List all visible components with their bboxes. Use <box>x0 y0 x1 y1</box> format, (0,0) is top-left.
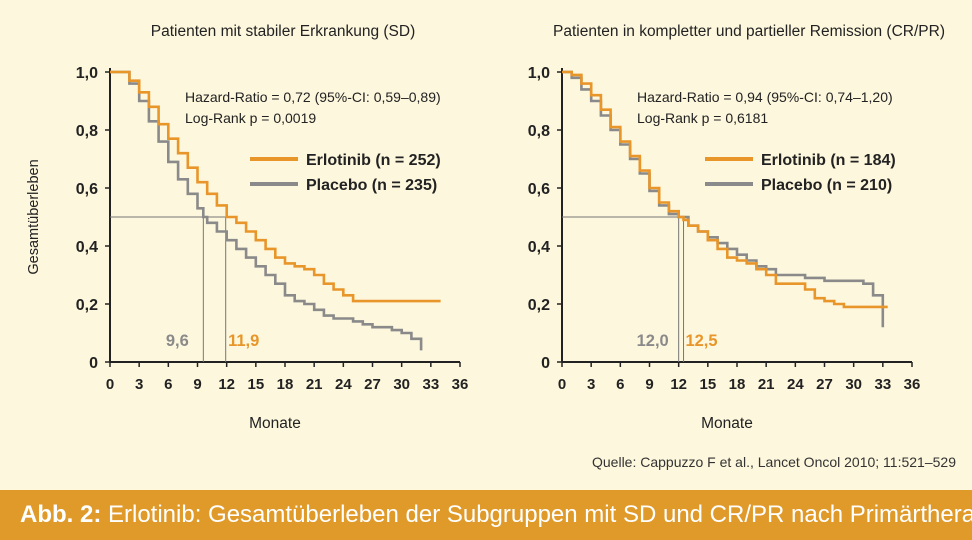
x-tick-label: 18 <box>729 376 746 393</box>
stat-annotation: Hazard-Ratio = 0,72 (95%-CI: 0,59–0,89) <box>185 89 441 105</box>
x-tick-label: 33 <box>874 376 891 393</box>
y-tick-label: 0,8 <box>76 123 98 140</box>
figure-caption: Abb. 2: Erlotinib: Gesamtüberleben der S… <box>0 490 972 540</box>
median-label: 11,9 <box>228 332 259 350</box>
x-tick-label: 30 <box>845 376 862 393</box>
x-tick-label: 27 <box>364 376 381 393</box>
y-tick-label: 0 <box>541 355 550 372</box>
x-tick-label: 30 <box>393 376 410 393</box>
chart-2: Patienten in kompletter und partieller R… <box>528 23 945 432</box>
y-tick-label: 0,2 <box>76 297 98 314</box>
x-tick-label: 3 <box>587 376 595 393</box>
caption-label: Abb. 2: <box>20 501 102 528</box>
median-label: 9,6 <box>166 332 189 350</box>
x-tick-label: 21 <box>306 376 323 393</box>
x-axis-label: Monate <box>701 415 753 432</box>
chart-1: Patienten mit stabiler Erkrankung (SD) 0 3… <box>26 23 468 432</box>
x-tick-label: 12 <box>218 376 235 393</box>
legend-label-erlotinib: Erlotinib (n = 184) <box>761 152 896 169</box>
y-tick-label: 0,4 <box>76 239 98 256</box>
y-tick-label: 0 <box>89 355 98 372</box>
y-tick-label: 0,2 <box>528 297 550 314</box>
legend-label-placebo: Placebo (n = 235) <box>306 177 437 194</box>
x-tick-label: 36 <box>904 376 921 393</box>
x-tick-label: 27 <box>816 376 833 393</box>
chart-title: Patienten in kompletter und partieller R… <box>553 23 945 40</box>
x-axis-label: Monate <box>249 415 301 432</box>
median-label: 12,0 <box>637 332 669 350</box>
y-axis-label: Gesamtüberleben <box>26 159 42 274</box>
x-tick-label: 24 <box>335 376 352 393</box>
x-tick-label: 21 <box>758 376 775 393</box>
y-tick-label: 0,6 <box>76 181 98 198</box>
stat-annotation: Hazard-Ratio = 0,94 (95%-CI: 0,74–1,20) <box>637 89 893 105</box>
legend-label-placebo: Placebo (n = 210) <box>761 177 892 194</box>
x-tick-label: 6 <box>616 376 624 393</box>
x-tick-label: 12 <box>670 376 687 393</box>
y-tick-label: 0,4 <box>528 239 550 256</box>
series-line-placebo <box>110 70 423 351</box>
x-tick-label: 24 <box>787 376 804 393</box>
x-tick-label: 33 <box>422 376 439 393</box>
stat-annotation: Log-Rank p = 0,0019 <box>185 110 316 126</box>
stat-annotation: Log-Rank p = 0,6181 <box>637 110 768 126</box>
x-tick-label: 18 <box>277 376 294 393</box>
x-tick-label: 0 <box>558 376 566 393</box>
x-tick-label: 6 <box>164 376 172 393</box>
charts-canvas: Patienten mit stabiler Erkrankung (SD) 0 3… <box>26 23 945 432</box>
series-line-erlotinib <box>562 70 888 309</box>
x-tick-label: 9 <box>193 376 201 393</box>
y-tick-label: 1,0 <box>76 65 98 82</box>
caption-text: Erlotinib: Gesamtüberleben der Subgruppe… <box>108 501 972 528</box>
y-tick-label: 0,8 <box>528 123 550 140</box>
x-tick-label: 15 <box>699 376 716 393</box>
x-tick-label: 9 <box>645 376 653 393</box>
x-tick-label: 0 <box>106 376 114 393</box>
chart-title: Patienten mit stabiler Erkrankung (SD) <box>151 23 415 40</box>
y-tick-label: 1,0 <box>528 65 550 82</box>
median-label: 12,5 <box>685 332 717 350</box>
x-tick-label: 36 <box>452 376 469 393</box>
legend-label-erlotinib: Erlotinib (n = 252) <box>306 152 441 169</box>
y-tick-label: 0,6 <box>528 181 550 198</box>
source-note: Quelle: Cappuzzo F et al., Lancet Oncol … <box>592 454 956 470</box>
x-tick-label: 15 <box>247 376 264 393</box>
series-line-erlotinib <box>110 70 441 303</box>
x-tick-label: 3 <box>135 376 143 393</box>
